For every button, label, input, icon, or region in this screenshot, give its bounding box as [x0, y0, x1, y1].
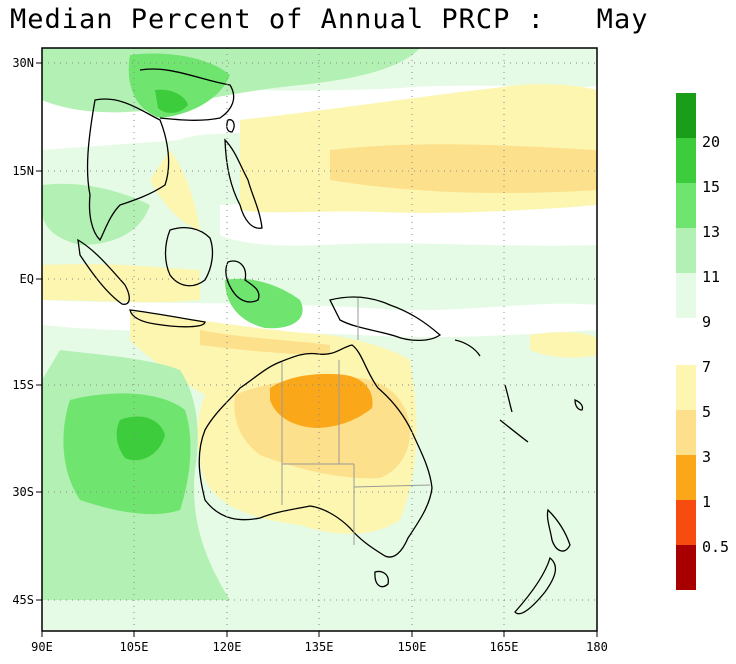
colorbar-label-20: 20	[702, 133, 720, 151]
colorbar-label-3: 3	[702, 448, 711, 466]
yellow-east	[530, 332, 597, 358]
lon-label-165e: 165E	[490, 640, 519, 654]
lat-label-eq: EQ	[20, 272, 34, 286]
colorbar-bin-5	[676, 410, 696, 455]
gridlines	[42, 48, 597, 631]
precip-field	[42, 48, 597, 631]
sumatra-coast	[77, 238, 130, 305]
colorbar-bin-3	[676, 455, 696, 500]
colorbar-label-11: 11	[702, 268, 720, 286]
sulawesi-coast	[225, 260, 260, 303]
light-tasman	[450, 388, 597, 564]
colorbar-bin-0-5	[676, 545, 696, 590]
lat-label-15s: 15S	[12, 378, 34, 392]
lat-label-30n: 30N	[12, 56, 34, 70]
lat-labels: 30N 15N EQ 15S 30S 45S	[12, 56, 34, 607]
colorbar-label-0-5: 0.5	[702, 538, 729, 556]
colorbar-bin-1	[676, 500, 696, 545]
new-zealand-north	[546, 508, 571, 552]
vanuatu	[504, 384, 513, 413]
colorbar-label-7: 7	[702, 358, 711, 376]
colorbar-bin-9	[676, 273, 696, 318]
border-qld-nsw	[353, 484, 431, 488]
orange-band-nh	[330, 144, 597, 193]
colorbar-lower: 7 5 3 1 0.5	[676, 358, 729, 590]
fiji	[574, 399, 584, 411]
green-wa-core	[116, 416, 165, 461]
colorbar-bin-13	[676, 183, 696, 228]
colorbar-label-1: 1	[702, 493, 711, 511]
solomon-islands	[454, 339, 481, 357]
new-caledonia	[499, 419, 529, 443]
colorbar-label-5: 5	[702, 403, 711, 421]
new-zealand-south	[514, 556, 557, 615]
lon-label-180: 180	[586, 640, 608, 654]
colorbar-bin-20	[676, 93, 696, 138]
lon-label-90e: 90E	[31, 640, 53, 654]
green-china-core	[155, 89, 188, 113]
colorbar-label-15: 15	[702, 178, 720, 196]
new-guinea-coast	[329, 296, 442, 342]
colorbar-label-9: 9	[702, 313, 711, 331]
taiwan-coast	[226, 119, 235, 133]
colorbar-upper: 20 15 13 11 9	[676, 93, 720, 331]
colorbar-bin-15	[676, 138, 696, 183]
china-coast	[139, 68, 235, 121]
tasmania-coast	[374, 570, 389, 588]
lon-label-105e: 105E	[120, 640, 149, 654]
lon-labels: 90E 105E 120E 135E 150E 165E 180	[31, 640, 608, 654]
yellow-band-indian	[42, 264, 200, 303]
lat-label-30s: 30S	[12, 485, 34, 499]
deep-orange-australia	[270, 373, 373, 428]
yellow-scs	[150, 150, 200, 230]
philippines-coast	[224, 138, 263, 229]
java-coast	[129, 309, 206, 328]
colorbar-label-13: 13	[702, 223, 720, 241]
green-bay	[42, 183, 150, 245]
orange-timor	[200, 330, 330, 355]
lon-label-150e: 150E	[398, 640, 427, 654]
colorbar-bin-11	[676, 228, 696, 273]
tick-marks	[36, 62, 598, 637]
borneo-coast	[164, 227, 214, 287]
indochina-coast	[86, 98, 170, 242]
green-sulawesi	[225, 278, 303, 329]
lon-label-120e: 120E	[213, 640, 242, 654]
lat-label-15n: 15N	[12, 164, 34, 178]
colorbar-bin-7	[676, 365, 696, 410]
map-title: Median Percent of Annual PRCP : May	[10, 4, 649, 35]
lon-label-135e: 135E	[305, 640, 334, 654]
lat-label-45s: 45S	[12, 593, 34, 607]
borders	[281, 298, 431, 545]
